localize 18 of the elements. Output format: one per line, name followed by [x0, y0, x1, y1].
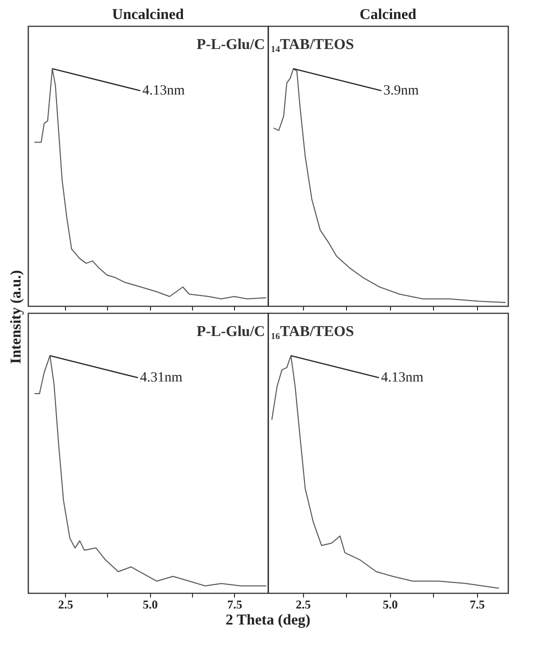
- annotation: 4.31nm: [140, 370, 182, 386]
- annotation: 3.9nm: [383, 84, 419, 99]
- text: P-L-Glu/C: [196, 324, 265, 340]
- chart-title: Uncalcined: [112, 7, 184, 23]
- chart-title: Calcined: [360, 7, 417, 23]
- x-tick-label: 7.5: [470, 598, 485, 612]
- x-tick-label: 5.0: [142, 598, 158, 612]
- x-tick-label: 2.5: [58, 598, 74, 612]
- x-tick-label: 7.5: [227, 598, 242, 612]
- annotation: 4.13nm: [142, 84, 185, 99]
- text: ₁₆TAB/TEOS: [271, 324, 354, 340]
- text: ₁₄TAB/TEOS: [271, 37, 354, 53]
- y-axis-title: Intensity (a.u.): [8, 270, 24, 364]
- x-tick-label: 5.0: [382, 598, 398, 612]
- x-axis-title: 2 Theta (deg): [226, 612, 310, 629]
- text: P-L-Glu/C: [196, 37, 265, 53]
- x-tick-label: 2.5: [296, 598, 311, 612]
- annotation: 4.13nm: [380, 370, 424, 386]
